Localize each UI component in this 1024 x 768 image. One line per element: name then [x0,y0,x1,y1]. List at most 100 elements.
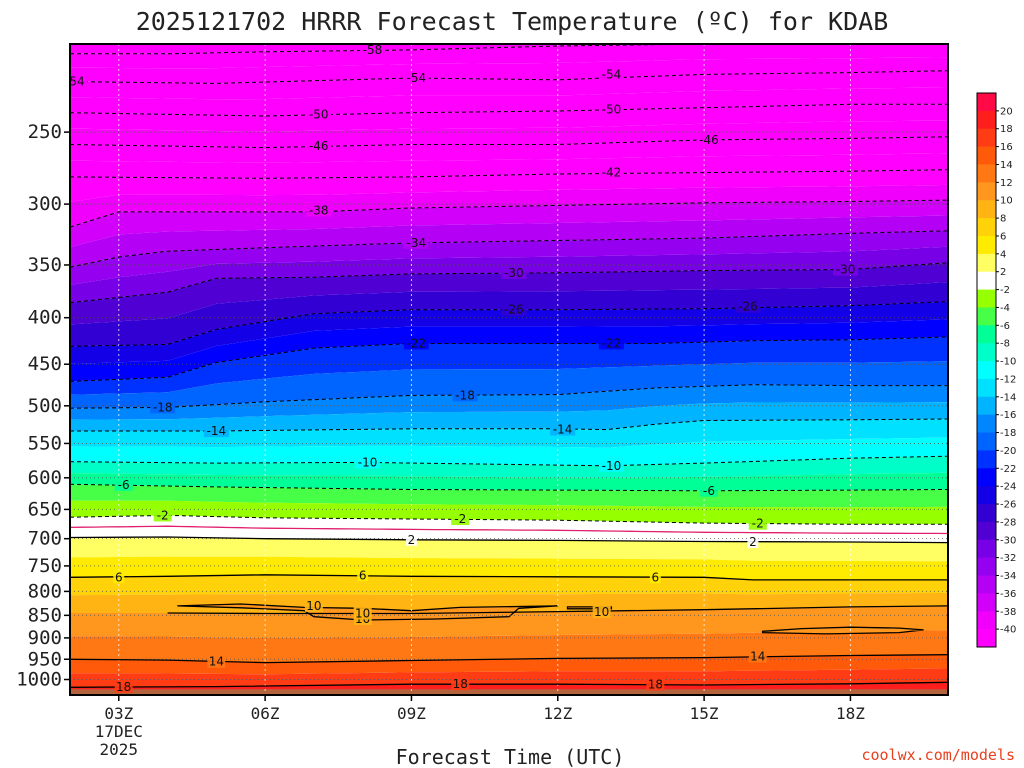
y-tick-label: 400 [28,307,62,329]
contour-label: -54 [65,75,85,89]
y-tick-label: 600 [28,467,62,489]
contour-label-bg [353,606,372,620]
contour-label: 14 [750,649,765,663]
temperature-band [70,500,948,525]
colorbar-tick-label: -12 [1000,374,1016,385]
colorbar-swatch [977,361,996,380]
contour-label-bg [748,649,767,663]
temperature-band [70,515,948,534]
isotherm-line [70,262,948,304]
contour-label-bg [403,71,429,85]
contour-label-bg [207,654,226,668]
colorbar-tick-label: -26 [1000,500,1016,511]
y-tick-label: 650 [28,498,62,520]
colorbar-swatch [977,93,996,112]
x-tick-label: 15Z [690,704,719,723]
contour-label-bg [114,477,133,491]
colorbar-tick-label: 20 [1000,106,1013,117]
temperature-band [70,70,948,100]
colorbar-tick-label: -28 [1000,517,1016,528]
contour-label: 2 [749,535,757,549]
colorbar-swatch [977,343,996,362]
temperature-band [70,169,948,202]
colorbar-tick-label: 4 [1000,249,1006,260]
x-tick-label: 12Z [543,704,572,723]
contour-label: 6 [652,570,660,584]
isotherm-line [70,536,948,544]
colorbar-tick-label: 18 [1000,124,1013,135]
temperature-band [70,437,948,466]
contour-label-bg [598,336,624,350]
temperature-band [70,484,948,508]
colorbar-swatch [977,486,996,505]
contour-label: -2 [752,517,764,531]
contour-label-bg [451,677,470,691]
colorbar-swatch [977,325,996,344]
colorbar-tick-label: -30 [1000,535,1016,546]
colorbar-frame [976,92,997,648]
temperature-band [70,230,948,285]
colorbar-tick-label: -20 [1000,446,1016,457]
isotherm-line [70,681,948,688]
isotherm-line [70,514,948,525]
contour-label-bg [452,388,478,402]
colorbar-tick-label: 14 [1000,160,1013,171]
contour-label: -46 [699,133,719,147]
contour-label-bg [649,570,661,584]
colorbar-tick-label: -32 [1000,553,1016,564]
colorbar-swatch [977,289,996,308]
temperature-band [70,456,948,479]
contour-label: -58 [363,43,383,57]
x-tick-date-label: 17DEC [95,722,143,741]
colorbar-swatch [977,521,996,541]
colorbar-swatch [977,378,996,398]
contour-label-bg [833,262,859,276]
contour-label-bg [403,336,429,350]
colorbar-tick-label: -34 [1000,571,1016,582]
colorbar-tick-label: -6 [1000,321,1010,332]
colorbar-swatch [977,128,996,148]
colorbar-swatch [977,593,996,612]
colorbar-tick-label: -14 [1000,392,1016,403]
contour-label-bg [598,458,624,472]
colorbar-tick-label: -24 [1000,482,1016,493]
colorbar-swatch [977,629,996,648]
warm-pocket-contour [761,626,924,635]
contour-label: -10 [358,455,378,469]
colorbar-swatch [977,504,996,523]
contour-label-bg [355,455,381,469]
contour-label: -26 [738,300,758,314]
contour-label-bg [598,165,624,179]
x-axis-label: Forecast Time (UTC) [396,745,625,768]
contour-label-bg [598,67,624,81]
contour-label-bg [451,512,470,526]
colorbar-swatch [977,164,996,183]
contour-label-bg [203,424,229,438]
plot-area: -58 -54 -54 -54 -50 -50 -46 -46 -42 -38 -34 -30 -30 -… [65,43,948,695]
y-tick-label: 250 [28,121,62,143]
y-tick-label: 500 [28,395,62,417]
contour-label-bg [501,265,527,279]
temperature-band [70,262,948,325]
colorbar-swatch [977,253,996,273]
colorbar-tick-label: -2 [1000,285,1010,296]
isotherm-line [70,199,948,228]
contour-label-bg [403,235,429,249]
contour-label: -30 [504,266,524,280]
colorbar-swatch [977,539,996,559]
colorbar-tick-label: -8 [1000,339,1010,350]
y-tick-label: 900 [28,627,62,649]
x-tick-label: 09Z [397,704,426,723]
contour-label-bg [598,102,624,116]
isotherm-line [70,336,948,382]
colorbar-tick-label: -10 [1000,357,1016,368]
colorbar-tick-label: -16 [1000,410,1016,421]
contour-label-bg [306,203,332,217]
isotherm-line [70,483,948,492]
colorbar-swatch [977,575,996,594]
contour-label: -50 [602,102,622,116]
temperature-band [70,630,948,663]
contour-label: -54 [407,71,427,85]
y-tick-label: 850 [28,604,62,626]
